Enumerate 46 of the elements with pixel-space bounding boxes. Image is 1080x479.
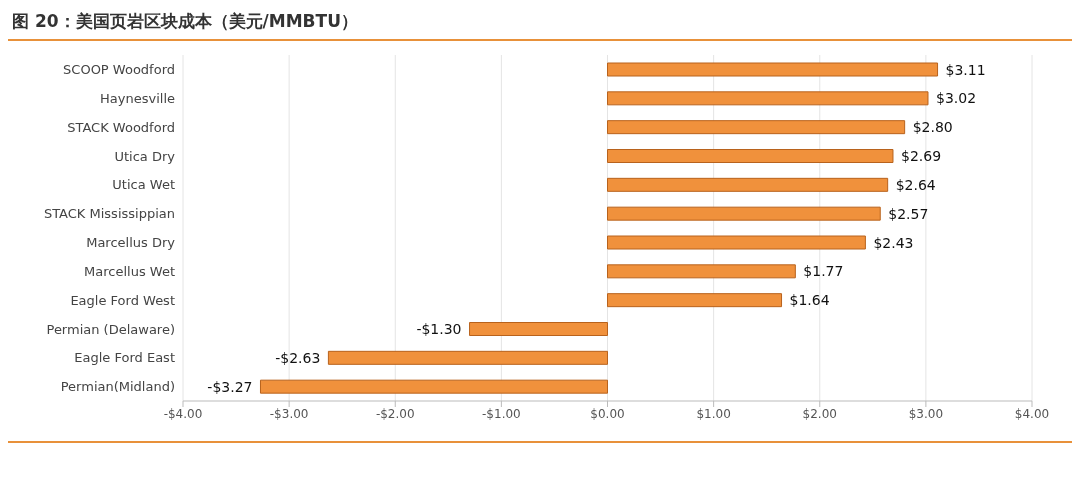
data-label: -$1.30 bbox=[416, 321, 462, 337]
data-label: $1.64 bbox=[789, 292, 830, 309]
x-tick-label: -$1.00 bbox=[482, 406, 521, 421]
chart-title: 图 20：美国页岩区块成本（美元/MMBTU） bbox=[11, 10, 359, 33]
x-tick-label: $1.00 bbox=[696, 406, 731, 421]
y-tick-label: Utica Wet bbox=[112, 177, 175, 193]
y-tick-label: Eagle Ford West bbox=[70, 292, 175, 308]
bar bbox=[607, 149, 894, 163]
y-tick-label: Eagle Ford East bbox=[74, 350, 175, 366]
bar bbox=[607, 235, 866, 250]
y-tick-label: Permian(Midland) bbox=[60, 379, 175, 395]
y-tick-label: Permian (Delaware) bbox=[46, 321, 175, 337]
y-tick-label: STACK Mississippian bbox=[43, 206, 175, 222]
bar bbox=[607, 293, 783, 308]
x-tick-label: $3.00 bbox=[908, 406, 944, 421]
y-tick-label: Marcellus Wet bbox=[84, 263, 175, 279]
y-tick-label: Utica Dry bbox=[114, 148, 176, 164]
x-tick-label: -$4.00 bbox=[163, 406, 203, 421]
data-label: $2.64 bbox=[895, 176, 936, 193]
data-label: $2.43 bbox=[873, 234, 914, 251]
data-label: $2.80 bbox=[912, 119, 953, 136]
data-label: -$2.63 bbox=[275, 349, 321, 366]
data-label: $3.02 bbox=[936, 90, 977, 107]
data-label: $2.57 bbox=[888, 205, 929, 222]
x-tick-label: -$2.00 bbox=[375, 406, 415, 421]
bar bbox=[607, 91, 929, 106]
y-tick-label: SCOOP Woodford bbox=[63, 62, 175, 78]
data-label: $2.69 bbox=[900, 148, 942, 164]
y-tick-label: Haynesville bbox=[100, 90, 175, 106]
bar bbox=[607, 206, 881, 221]
data-label: -$3.27 bbox=[207, 378, 253, 395]
bar bbox=[327, 350, 608, 365]
bar bbox=[469, 322, 608, 336]
x-tick-label: -$3.00 bbox=[269, 406, 309, 421]
bar bbox=[607, 264, 796, 279]
bar bbox=[607, 177, 889, 192]
data-label: $3.11 bbox=[945, 61, 986, 78]
y-tick-label: Marcellus Dry bbox=[86, 235, 176, 251]
bar bbox=[607, 62, 939, 77]
x-tick-label: $2.00 bbox=[802, 406, 837, 421]
bar bbox=[259, 379, 608, 394]
data-label: $1.77 bbox=[803, 263, 844, 280]
bar bbox=[607, 120, 906, 135]
y-tick-label: STACK Woodford bbox=[67, 119, 175, 135]
x-tick-label: $0.00 bbox=[590, 406, 625, 421]
x-tick-label: $4.00 bbox=[1014, 406, 1050, 421]
